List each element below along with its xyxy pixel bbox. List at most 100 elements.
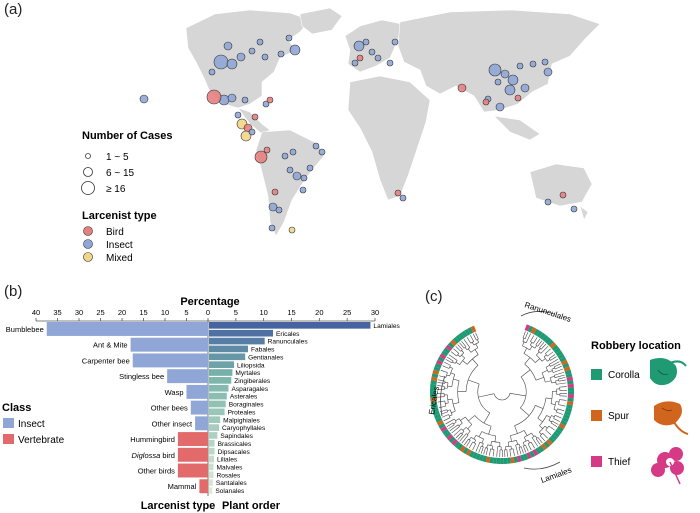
tree-internal-branch bbox=[540, 350, 544, 354]
case-marker-insect bbox=[268, 202, 278, 212]
case-marker-insect bbox=[281, 152, 289, 160]
tree-internal-branch bbox=[523, 437, 527, 442]
tree-internal-arc bbox=[550, 391, 553, 404]
tree-internal-branch bbox=[468, 415, 475, 422]
larcenist-bar bbox=[167, 369, 208, 384]
ring-segment-corolla bbox=[434, 413, 441, 420]
tree-leaf-branch bbox=[516, 448, 519, 456]
cases-size-small-label: 1 ~ 5 bbox=[106, 152, 129, 163]
tree-internal-arc bbox=[524, 363, 537, 381]
larcenist-bar-label: Stingless bee bbox=[119, 372, 164, 381]
tree-leaf-branch bbox=[440, 369, 446, 373]
tree-internal-arc bbox=[459, 352, 465, 357]
tree-internal-branch bbox=[531, 432, 535, 437]
thief-flower-illustration bbox=[651, 447, 684, 485]
plant-order-bar bbox=[209, 455, 215, 463]
cases-size-large-marker bbox=[81, 181, 95, 195]
ring-segment-corolla bbox=[506, 457, 512, 464]
tree-internal-arc bbox=[470, 341, 474, 344]
case-marker-insect bbox=[488, 63, 502, 77]
tree-internal-branch bbox=[450, 422, 454, 425]
percentage-title: Percentage bbox=[180, 296, 239, 308]
left-tick-label: 40 bbox=[32, 308, 40, 317]
tree-internal-branch bbox=[536, 351, 540, 356]
case-marker-bird bbox=[206, 89, 222, 105]
ring-segment-corolla bbox=[513, 456, 519, 463]
tree-internal-arc bbox=[523, 444, 526, 447]
ring-segment-corolla bbox=[441, 350, 449, 357]
tree-internal-branch bbox=[446, 374, 450, 377]
plant-order-bar-label: Solanales bbox=[215, 488, 245, 495]
tree-internal-branch bbox=[535, 358, 541, 363]
case-marker-insect bbox=[368, 48, 376, 56]
plant-order-bar bbox=[209, 479, 213, 486]
larcenist-type-xlabel: Larcenist type bbox=[141, 500, 216, 512]
ring-segment-corolla bbox=[562, 362, 570, 369]
tree-internal-arc bbox=[508, 440, 517, 443]
tree-internal-branch bbox=[443, 405, 446, 407]
tree-internal-branch bbox=[544, 425, 548, 429]
tree-leaf-branch bbox=[464, 440, 468, 446]
tree-internal-arc bbox=[553, 415, 556, 419]
tree-internal-arc bbox=[537, 397, 547, 419]
left-tick-label: 15 bbox=[139, 308, 147, 317]
ring-segment-corolla bbox=[564, 410, 572, 416]
tree-internal-branch bbox=[461, 431, 465, 434]
right-tick-label: 15 bbox=[287, 308, 295, 317]
legend-insect-label: Insect bbox=[106, 240, 133, 251]
ring-segment-corolla bbox=[527, 325, 534, 333]
right-ticks: 5 10 15 20 25 30 bbox=[234, 308, 379, 321]
plant-order-bar-label: Gentianales bbox=[248, 354, 284, 361]
tree-leaf-branch bbox=[443, 418, 449, 422]
tree-internal-branch bbox=[553, 418, 556, 420]
case-marker-insect bbox=[386, 59, 394, 67]
case-marker-mixed bbox=[240, 130, 252, 142]
tree-internal-arc bbox=[553, 401, 557, 410]
tree-leaf-branch bbox=[560, 404, 566, 407]
tree-internal-branch bbox=[467, 430, 471, 435]
ring-segment-corolla bbox=[556, 425, 564, 433]
tree-internal-branch bbox=[522, 338, 525, 342]
ring-segment-corolla bbox=[430, 391, 437, 395]
tree-internal-branch bbox=[461, 350, 465, 353]
tree-internal-branch bbox=[477, 339, 479, 343]
tree-internal-branch bbox=[558, 378, 561, 380]
tree-internal-branch bbox=[551, 415, 555, 418]
tree-internal-arc bbox=[545, 367, 549, 373]
case-marker-insect bbox=[248, 47, 256, 55]
case-marker-insect bbox=[139, 94, 149, 104]
legend-thief-swatch bbox=[591, 456, 602, 467]
ring-segment-corolla bbox=[496, 457, 501, 464]
larcenist-bar bbox=[195, 416, 208, 431]
tree-internal-branch bbox=[550, 403, 556, 406]
tree-leaf-branch bbox=[533, 440, 539, 447]
tree-leaf-branch bbox=[478, 448, 481, 453]
ring-segment-corolla bbox=[475, 453, 481, 461]
tree-internal-branch bbox=[525, 444, 527, 448]
tree-leaf-branch bbox=[559, 382, 567, 385]
tree-internal-branch bbox=[471, 441, 474, 445]
case-marker-insect bbox=[353, 40, 365, 52]
ring-segment-corolla bbox=[535, 447, 542, 455]
ring-segment-corolla bbox=[536, 330, 543, 338]
tree-internal-branch bbox=[555, 401, 560, 403]
tree-internal-branch bbox=[481, 438, 484, 444]
case-marker-bird bbox=[394, 189, 402, 197]
ring-segment-corolla bbox=[547, 339, 554, 347]
ring-segment-corolla bbox=[444, 431, 452, 438]
tree-leaf-branch bbox=[453, 430, 460, 436]
ring-segment-spur bbox=[549, 341, 557, 349]
case-marker-insect bbox=[494, 78, 502, 86]
tree-internal-branch bbox=[546, 415, 551, 418]
ring-segment-corolla bbox=[430, 387, 437, 392]
tree-internal-branch bbox=[486, 444, 488, 448]
tree-internal-branch bbox=[554, 376, 558, 378]
phylogeny-tree bbox=[437, 331, 567, 458]
tree-internal-branch bbox=[447, 398, 453, 400]
case-marker-insect bbox=[362, 38, 370, 46]
tree-internal-arc bbox=[446, 394, 449, 403]
case-markers bbox=[139, 34, 578, 234]
tree-internal-arc bbox=[449, 409, 453, 415]
tree-internal-branch bbox=[555, 379, 559, 382]
tree-internal-branch bbox=[458, 349, 461, 352]
